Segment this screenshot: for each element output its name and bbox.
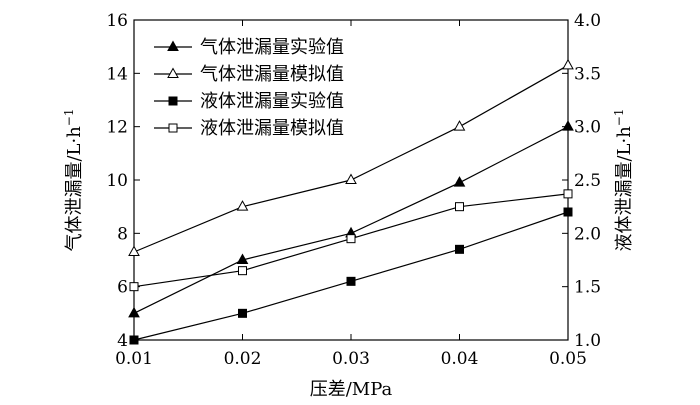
data-point-series-2 (345, 173, 357, 184)
data-point-series-1 (128, 306, 140, 318)
x-tick-label: 0.04 (441, 349, 479, 369)
axis-ticks: 0.01 0.02 0.03 0.04 0.05 4 6 8 10 12 14 16 1.0 1.5 2.0… (106, 11, 601, 369)
y2-tick-label: 3.0 (574, 118, 601, 138)
data-point-series-4 (563, 189, 573, 199)
y-tick-label: 14 (106, 64, 128, 84)
data-point-series-4 (455, 202, 464, 212)
x-tick-label: 0.03 (332, 349, 370, 369)
y2-tick-label: 2.5 (574, 171, 601, 191)
data-point-series-1 (562, 120, 574, 131)
legend-label-3: 液体泄漏量实验值 (200, 91, 344, 112)
x-tick-label: 0.02 (224, 349, 262, 369)
legend-marker-3 (168, 96, 178, 106)
y-tick-label: 8 (117, 224, 128, 244)
y2-tick-label: 4.0 (574, 11, 601, 31)
x-tick-label: 0.05 (549, 349, 587, 369)
data-point-series-3 (238, 308, 247, 318)
data-point-series-4 (238, 266, 247, 276)
y-tick-label: 6 (117, 278, 128, 298)
y2-axis-title-main: 液体泄漏量/L·h (614, 126, 635, 252)
legend-marker-2 (167, 67, 179, 78)
legend-marker-1 (167, 40, 179, 51)
data-point-series-1 (236, 253, 249, 264)
y2-axis-title: 液体泄漏量/L·h−1 (612, 108, 635, 251)
data-point-series-2 (453, 120, 466, 131)
y-tick-label: 12 (106, 118, 128, 138)
y2-tick-label: 1.0 (574, 331, 601, 351)
data-point-series-4 (129, 282, 139, 292)
data-point-series-2 (236, 200, 249, 211)
y2-tick-label: 3.5 (574, 64, 601, 84)
y-axis-title-main: 气体泄漏量/L·h (64, 126, 85, 252)
data-point-series-2 (128, 245, 140, 256)
data-point-series-2 (562, 58, 574, 70)
data-point-series-3 (346, 276, 356, 286)
data-point-series-3 (455, 244, 464, 254)
legend-label-4: 液体泄漏量模拟值 (200, 118, 344, 139)
series-group (128, 58, 574, 345)
y2-tick-label: 1.5 (574, 278, 601, 298)
y-tick-label: 4 (117, 331, 128, 351)
y-axis-title: 气体泄漏量/L·h−1 (62, 108, 85, 251)
x-tick-label: 0.01 (115, 349, 153, 369)
y-axis-title-sup: −1 (62, 108, 76, 126)
data-point-series-4 (346, 234, 356, 244)
y-tick-label: 10 (106, 171, 128, 191)
data-point-series-1 (453, 176, 466, 187)
y2-tick-label: 2.0 (574, 224, 601, 244)
legend-marker-4 (168, 123, 178, 133)
data-point-series-3 (563, 207, 573, 217)
x-axis-title: 压差/MPa (310, 379, 393, 400)
legend-label-1: 气体泄漏量实验值 (200, 37, 344, 58)
y2-axis-title-sup: −1 (612, 108, 626, 126)
legend-label-2: 气体泄漏量模拟值 (200, 64, 344, 85)
data-point-series-3 (129, 335, 139, 345)
y-tick-label: 16 (106, 11, 128, 31)
